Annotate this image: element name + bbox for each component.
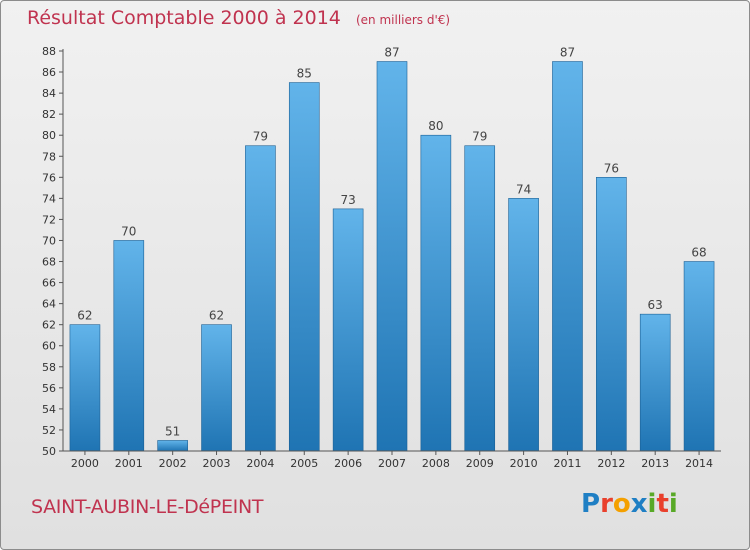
y-tick-label: 72 <box>42 213 56 226</box>
x-tick-label-2000: 2000 <box>71 457 99 470</box>
y-tick-label: 82 <box>42 108 56 121</box>
y-tick-label: 54 <box>42 403 56 416</box>
value-label-2006: 73 <box>340 193 355 207</box>
value-label-2005: 85 <box>297 67 312 81</box>
value-label-2010: 74 <box>516 182 531 196</box>
y-tick-label: 74 <box>42 192 56 205</box>
y-tick-label: 76 <box>42 171 56 184</box>
y-tick-label: 56 <box>42 382 56 395</box>
y-tick-label: 80 <box>42 129 56 142</box>
y-tick-label: 68 <box>42 256 56 269</box>
y-tick-label: 64 <box>42 298 56 311</box>
value-label-2002: 51 <box>165 424 180 438</box>
title-subtitle: (en milliers d'€) <box>355 13 451 27</box>
bar-2010 <box>508 198 539 452</box>
bar-2002 <box>157 440 188 452</box>
x-tick-label-2011: 2011 <box>553 457 581 470</box>
labels-group: 2000 62 2001 70 2002 51 2003 62 2004 79 2005 85 2006… <box>71 46 713 470</box>
y-tick-label: 60 <box>42 340 56 353</box>
x-tick-label-2012: 2012 <box>597 457 625 470</box>
bar-2003 <box>201 324 232 452</box>
logo-letter: r <box>600 489 613 519</box>
y-tick-label: 78 <box>42 150 56 163</box>
value-label-2007: 87 <box>384 46 399 60</box>
x-tick-label-2005: 2005 <box>290 457 318 470</box>
bar-2011 <box>552 61 583 452</box>
bar-2005 <box>288 82 320 452</box>
bar-2009 <box>464 145 496 452</box>
x-tick-label-2009: 2009 <box>466 457 494 470</box>
x-tick-label-2002: 2002 <box>159 457 187 470</box>
logo-letter: P <box>581 489 601 519</box>
y-tick-label: 66 <box>42 277 56 290</box>
y-tick-label: 86 <box>42 66 56 79</box>
x-tick-label-2004: 2004 <box>246 457 274 470</box>
value-label-2008: 80 <box>428 119 443 133</box>
logo-letter: i <box>647 489 657 519</box>
x-tick-label-2014: 2014 <box>685 457 713 470</box>
axes-group: 50 52 54 56 58 60 62 64 66 68 70 72 74 76 78 80 82 84 86 88 <box>42 45 721 458</box>
y-tick-label: 84 <box>42 87 56 100</box>
x-tick-label-2006: 2006 <box>334 457 362 470</box>
y-tick-label: 70 <box>42 234 56 247</box>
bar-2001 <box>113 240 145 452</box>
logo-letter: i <box>668 489 678 519</box>
logo-letter: x <box>630 489 648 519</box>
bar-2013 <box>639 313 671 452</box>
y-tick-label: 50 <box>42 445 56 458</box>
x-tick-label-2007: 2007 <box>378 457 406 470</box>
logo-letter: t <box>656 489 669 519</box>
x-tick-label-2013: 2013 <box>641 457 669 470</box>
bar-2008 <box>420 134 452 452</box>
value-label-2013: 63 <box>648 298 663 312</box>
x-tick-label-2003: 2003 <box>203 457 231 470</box>
proxiti-logo[interactable]: Proxiti <box>581 489 678 519</box>
title-main: Résultat Comptable 2000 à 2014 <box>27 7 341 29</box>
bars-group <box>69 61 715 452</box>
bar-2000 <box>69 324 101 452</box>
value-label-2000: 62 <box>77 309 92 323</box>
value-label-2001: 70 <box>121 224 136 238</box>
value-label-2012: 76 <box>604 161 619 175</box>
y-tick-label: 58 <box>42 361 56 374</box>
chart-title: Résultat Comptable 2000 à 2014 (en milli… <box>27 7 450 29</box>
y-tick-label: 88 <box>42 45 56 58</box>
bar-2004 <box>245 145 276 452</box>
value-label-2003: 62 <box>209 309 224 323</box>
bar-2014 <box>683 261 715 452</box>
bar-2006 <box>332 208 364 452</box>
bar-2012 <box>596 177 627 452</box>
y-tick-label: 52 <box>42 424 56 437</box>
value-label-2014: 68 <box>691 246 706 260</box>
y-tick-label: 62 <box>42 319 56 332</box>
commune-name: SAINT-AUBIN-LE-DéPEINT <box>31 496 264 518</box>
value-label-2011: 87 <box>560 46 575 60</box>
bar-2007 <box>376 61 408 452</box>
x-tick-label-2001: 2001 <box>115 457 143 470</box>
logo-letter: o <box>612 489 631 519</box>
value-label-2004: 79 <box>253 130 268 144</box>
value-label-2009: 79 <box>472 130 487 144</box>
x-tick-label-2008: 2008 <box>422 457 450 470</box>
x-tick-label-2010: 2010 <box>510 457 538 470</box>
